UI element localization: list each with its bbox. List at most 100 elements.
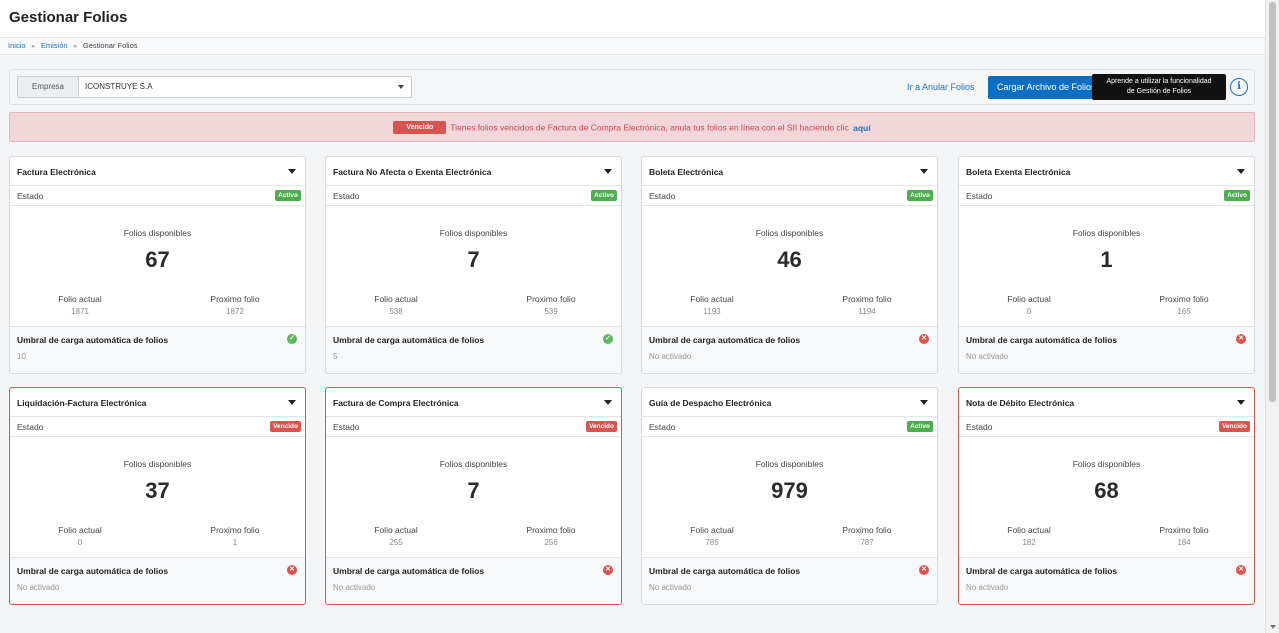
threshold-title: Umbral de carga automática de folios <box>966 335 1118 345</box>
next-folio-value: 539 <box>544 307 558 316</box>
current-folio-value: 255 <box>389 538 403 547</box>
card-dropdown-icon[interactable] <box>604 169 612 174</box>
breadcrumb-emision[interactable]: Emisión <box>40 41 68 50</box>
available-value: 37 <box>145 478 170 503</box>
card-body: Folios disponibles 1 Folio actual 0 Prox… <box>959 206 1254 326</box>
next-folio-value: 184 <box>1177 538 1191 547</box>
card-dropdown-icon[interactable] <box>1237 169 1245 174</box>
card-title: Factura No Afecta o Exenta Electrónica <box>333 167 492 177</box>
card-status-row: Estado Activo <box>959 186 1254 206</box>
breadcrumb-inicio[interactable]: Inicio <box>8 41 26 50</box>
card-dropdown-icon[interactable] <box>288 169 296 174</box>
current-folio: Folio actual 538 <box>326 294 466 316</box>
threshold-value: No activado <box>17 583 60 592</box>
card-header: Factura de Compra Electrónica <box>326 388 621 417</box>
card-footer: Umbral de carga automática de folios ✕ N… <box>642 557 937 604</box>
card-status-row: Estado Activo <box>642 186 937 206</box>
available-label: Folios disponibles <box>755 228 824 238</box>
scroll-down-icon[interactable] <box>1270 625 1276 629</box>
card-title: Nota de Débito Electrónica <box>966 398 1075 408</box>
page-title: Gestionar Folios <box>9 9 128 26</box>
current-folio-label: Folio actual <box>58 294 102 304</box>
threshold-value: No activado <box>649 583 692 592</box>
current-folio-label: Folio actual <box>690 294 734 304</box>
card-footer: Umbral de carga automática de folios ✕ N… <box>10 557 305 604</box>
current-folio-value: 0 <box>1026 307 1032 316</box>
card-status-row: Estado Activo <box>326 186 621 206</box>
anular-folios-link[interactable]: Ir a Anular Folios <box>907 82 975 92</box>
threshold-value: No activado <box>966 352 1009 361</box>
next-folio: Proximo folio 256 <box>481 525 621 547</box>
current-folio-value: 538 <box>389 307 403 316</box>
current-folio-value: 182 <box>1022 538 1036 547</box>
threshold-title: Umbral de carga automática de folios <box>649 335 801 345</box>
card-footer: Umbral de carga automática de folios ✓ 1… <box>10 326 305 373</box>
next-folio-label: Proximo folio <box>526 294 576 304</box>
card-footer: Umbral de carga automática de folios ✕ N… <box>642 326 937 373</box>
card-title: Boleta Electrónica <box>649 167 724 177</box>
next-folio-value: 1194 <box>858 307 876 316</box>
next-folio-value: 256 <box>544 538 558 547</box>
company-label: Empresa <box>18 77 79 97</box>
info-icon[interactable]: i <box>1230 78 1248 96</box>
status-badge: Activo <box>275 190 301 201</box>
card-header: Nota de Débito Electrónica <box>959 388 1254 417</box>
available-value: 1 <box>1100 247 1113 272</box>
current-folio-label: Folio actual <box>690 525 734 535</box>
tooltip-line-1: Aprende a utilizar la funcionalidad <box>1106 78 1212 85</box>
next-folio-label: Proximo folio <box>210 294 260 304</box>
expired-alert: Vencido Tienes folios vencidos de Factura… <box>9 112 1255 142</box>
company-value: ICONSTRUYE S.A <box>85 82 153 91</box>
available-value: 67 <box>145 247 170 272</box>
next-folio-label: Proximo folio <box>526 525 576 535</box>
threshold-value: No activado <box>966 583 1009 592</box>
available-label: Folios disponibles <box>439 228 508 238</box>
main-content: Empresa ICONSTRUYE S.A Ir a Anular Folio… <box>0 55 1265 633</box>
card-dropdown-icon[interactable] <box>1237 400 1245 405</box>
available-value: 7 <box>467 478 480 503</box>
check-circle-icon: ✓ <box>287 334 297 344</box>
folio-card: Boleta Electrónica Estado Activo Folios … <box>641 156 938 374</box>
current-folio-label: Folio actual <box>374 525 418 535</box>
card-dropdown-icon[interactable] <box>920 169 928 174</box>
next-folio: Proximo folio 1194 <box>797 294 937 316</box>
card-title: Factura Electrónica <box>17 167 96 177</box>
upload-folios-button[interactable]: Cargar Archivo de Folios <box>988 76 1096 99</box>
card-footer: Umbral de carga automática de folios ✕ N… <box>326 557 621 604</box>
threshold-value: No activado <box>649 352 692 361</box>
threshold-title: Umbral de carga automática de folios <box>649 566 801 576</box>
breadcrumb-current: Gestionar Folios <box>82 41 138 50</box>
available-label: Folios disponibles <box>123 228 192 238</box>
current-folio: Folio actual 1193 <box>642 294 782 316</box>
current-folio-label: Folio actual <box>374 294 418 304</box>
folio-card: Liquidación-Factura Electrónica Estado V… <box>9 387 306 605</box>
estado-label: Estado <box>17 422 44 432</box>
current-folio-label: Folio actual <box>58 525 102 535</box>
alert-link[interactable]: aquí <box>853 122 871 133</box>
next-folio-value: 1872 <box>226 307 244 316</box>
card-header: Factura No Afecta o Exenta Electrónica <box>326 157 621 186</box>
company-select[interactable]: Empresa ICONSTRUYE S.A <box>17 76 412 98</box>
next-folio-value: 787 <box>860 538 874 547</box>
chevron-down-icon <box>398 85 404 89</box>
next-folio-label: Proximo folio <box>842 294 892 304</box>
card-dropdown-icon[interactable] <box>288 400 296 405</box>
close-circle-icon: ✕ <box>919 565 929 575</box>
scrollbar[interactable] <box>1265 0 1279 633</box>
close-circle-icon: ✕ <box>1236 565 1246 575</box>
available-value: 46 <box>777 247 802 272</box>
available-label: Folios disponibles <box>1072 228 1141 238</box>
estado-label: Estado <box>333 191 360 201</box>
current-folio: Folio actual 785 <box>642 525 782 547</box>
card-body: Folios disponibles 68 Folio actual 182 P… <box>959 437 1254 557</box>
status-badge: Activo <box>591 190 617 201</box>
card-dropdown-icon[interactable] <box>604 400 612 405</box>
threshold-title: Umbral de carga automática de folios <box>333 335 485 345</box>
close-circle-icon: ✕ <box>919 334 929 344</box>
available-label: Folios disponibles <box>439 459 508 469</box>
card-dropdown-icon[interactable] <box>920 400 928 405</box>
card-header: Factura Electrónica <box>10 157 305 186</box>
status-badge: Activo <box>907 421 933 432</box>
close-circle-icon: ✕ <box>603 565 613 575</box>
scroll-thumb[interactable] <box>1269 2 1276 402</box>
